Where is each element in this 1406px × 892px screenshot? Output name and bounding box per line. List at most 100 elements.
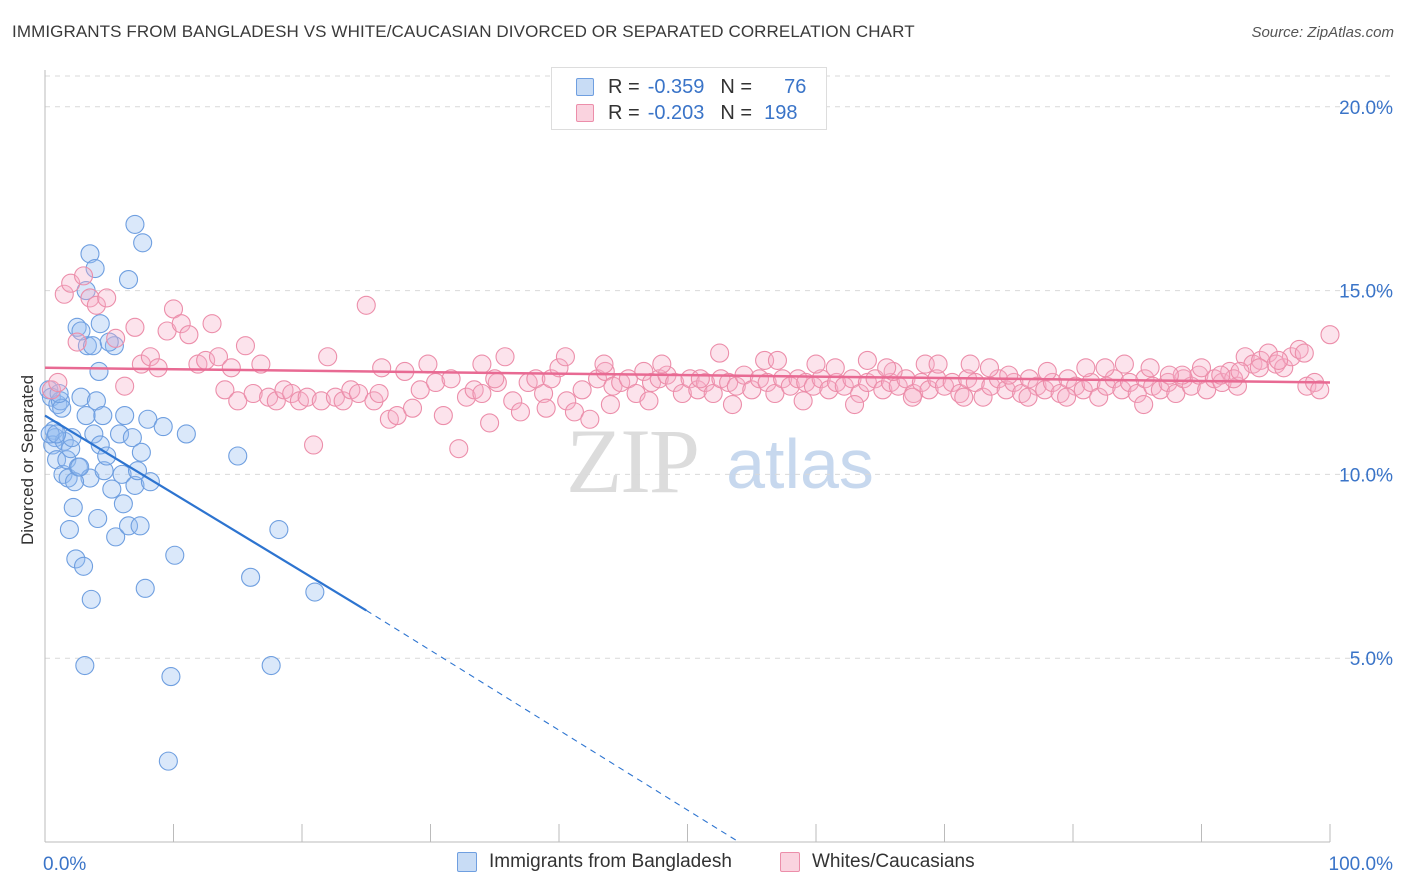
data-point-white [1310,380,1330,400]
legend-n-value: 198 [764,101,798,124]
data-point-white [954,387,974,407]
data-point-bangladesh [85,258,105,279]
data-point-white [74,266,94,286]
data-point-bangladesh [80,244,100,264]
data-point-bangladesh [70,457,90,477]
data-point-white [1057,387,1077,407]
data-point-white [877,358,897,378]
data-point-white [726,376,746,396]
legend-swatch-blue [576,78,594,96]
data-point-white [1289,339,1309,359]
data-point-bangladesh [131,442,151,462]
data-point-white [722,394,743,415]
data-point-white [902,387,922,407]
data-point-white [1166,383,1186,404]
data-point-white [549,358,569,378]
legend-label-white: Whites/Caucasians [812,851,975,872]
data-point-white [251,354,271,374]
data-point-white [433,406,453,426]
legend-swatch-blue [457,852,477,872]
data-point-white [765,383,785,404]
data-point-white [387,406,407,426]
trend-line-white [44,366,1331,384]
data-point-white [472,354,492,374]
data-point-white [80,288,100,308]
data-point-white [773,369,793,389]
data-point-bangladesh [261,655,281,676]
data-point-bangladesh [94,461,114,481]
data-point-white [973,387,993,407]
data-point-white [228,391,248,411]
data-point-white [639,391,659,411]
data-point-bangladesh [122,428,142,448]
data-point-white [1189,365,1209,385]
data-point-white [266,391,286,411]
data-point-white [1037,361,1057,381]
data-point-bangladesh [133,233,153,253]
data-point-white [928,354,948,374]
data-point-white [850,383,870,404]
data-point-bangladesh [53,464,73,484]
data-point-white [215,380,235,400]
data-point-bangladesh [109,424,130,444]
y-tick-label: 15.0% [1339,282,1393,303]
data-point-white [369,383,389,404]
data-point-white [873,380,893,400]
data-point-white [48,372,68,393]
data-point-bangladesh [63,497,83,518]
data-point-white [842,369,862,389]
data-point-white [348,383,369,404]
data-point-bangladesh [90,314,110,334]
legend-n-label: N = [720,75,753,98]
data-point-white [1258,343,1278,363]
data-point-white [115,376,135,396]
data-point-white [1135,369,1155,389]
data-point-bangladesh [90,435,110,455]
data-point-white [1035,380,1055,400]
data-point-white [767,350,788,370]
data-point-white [372,358,392,378]
data-point-bangladesh [74,556,94,576]
legend-row-white: R = -0.203 N = 198 [576,101,797,125]
series-legend: Immigrants from Bangladesh Whites/Caucas… [0,851,1406,877]
x-tick-label: 100.0% [1329,854,1394,875]
data-point-white [1081,372,1101,393]
data-point-white [1191,358,1212,378]
data-point-white [672,383,692,404]
legend-item-bangladesh[interactable]: Immigrants from Bangladesh [457,851,732,873]
data-point-bangladesh [118,516,139,536]
data-point-white [402,398,423,418]
data-point-bangladesh [84,424,104,444]
data-point-white [695,372,716,393]
data-point-white [634,361,654,381]
data-point-bangladesh [228,446,248,466]
data-point-bangladesh [161,667,181,687]
data-point-white [950,383,970,404]
data-point-white [235,336,256,356]
data-point-white [595,361,615,381]
data-point-white [557,391,577,411]
data-point-white [480,413,500,433]
data-point-white [318,347,338,367]
axes [44,70,1331,843]
data-point-white [449,439,469,459]
data-point-white [86,295,106,315]
data-point-white [1140,358,1160,378]
data-point-white [844,394,865,415]
legend-item-white[interactable]: Whites/Caucasians [780,851,975,873]
correlation-legend: R = -0.359 N = 76 R = -0.203 N = 198 [551,67,827,130]
data-point-white [243,383,263,404]
data-point-white [665,372,685,393]
data-point-white [1249,358,1269,378]
data-point-white [1281,347,1301,367]
data-point-white [534,383,554,404]
data-point-white [825,358,845,378]
data-point-bangladesh [40,424,60,444]
data-point-white [1095,358,1115,378]
data-point-white [960,354,980,374]
data-point-bangladesh [130,516,150,536]
data-point-white [1230,361,1250,381]
data-point-white [311,391,331,411]
data-point-bangladesh [241,567,261,587]
